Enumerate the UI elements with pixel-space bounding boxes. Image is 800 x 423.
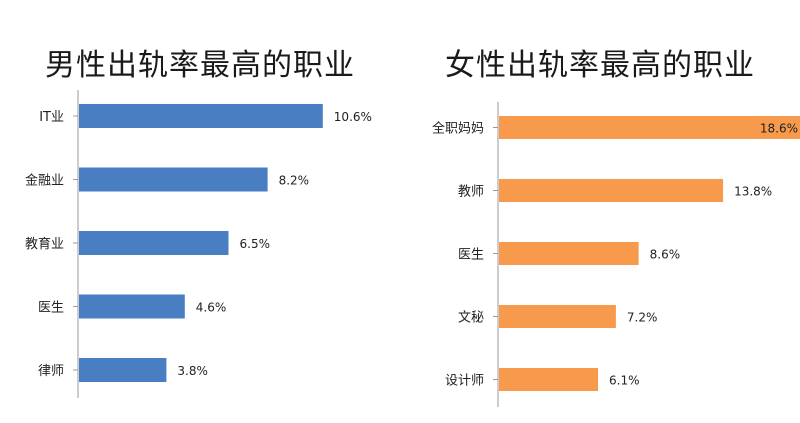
category-label: 律师 — [38, 364, 64, 379]
bar — [79, 104, 323, 128]
bar — [499, 305, 616, 328]
bar — [499, 242, 639, 265]
category-label: 文秘 — [458, 311, 484, 326]
category-label: 教师 — [458, 184, 484, 200]
chart-female: 女性出轨率最高的职业 全职妈妈 18.6% 教师 13.8% 医生 8.6% 文秘 7.2% 设… — [400, 0, 800, 423]
category-label: 全职妈妈 — [432, 121, 484, 137]
bar — [79, 358, 167, 382]
category-label: 教育业 — [25, 236, 64, 252]
bar — [499, 116, 800, 139]
category-label: 设计师 — [445, 374, 484, 389]
chart-plot: 全职妈妈 18.6% 教师 13.8% 医生 8.6% 文秘 7.2% 设计师 6.1% — [432, 102, 800, 407]
value-label: 3.8% — [177, 364, 208, 378]
bar — [499, 179, 724, 202]
bar — [79, 294, 185, 319]
chart-title: 女性出轨率最高的职业 — [445, 48, 755, 83]
bar — [79, 231, 229, 255]
category-label: 金融业 — [25, 173, 64, 189]
value-label: 7.2% — [627, 311, 658, 325]
value-label: 4.6% — [196, 301, 227, 315]
bar — [79, 167, 268, 192]
value-label: 13.8% — [734, 185, 772, 199]
value-label: 10.6% — [334, 110, 372, 124]
category-label: 医生 — [38, 301, 64, 316]
value-label: 8.6% — [650, 248, 681, 262]
value-label: 6.1% — [609, 374, 640, 388]
value-label: 8.2% — [279, 174, 310, 188]
value-label: 6.5% — [240, 237, 271, 251]
value-label: 18.6% — [760, 122, 798, 136]
chart-male: 男性出轨率最高的职业 IT业 10.6% 金融业 8.2% 教育业 6.5% 医生 4.6% 律… — [25, 48, 372, 398]
bar — [499, 368, 599, 391]
chart-title: 男性出轨率最高的职业 — [45, 48, 355, 83]
chart-plot: IT业 10.6% 金融业 8.2% 教育业 6.5% 医生 4.6% 律师 3.8% — [25, 90, 372, 398]
category-label: 医生 — [458, 248, 484, 263]
category-label: IT业 — [39, 110, 64, 125]
